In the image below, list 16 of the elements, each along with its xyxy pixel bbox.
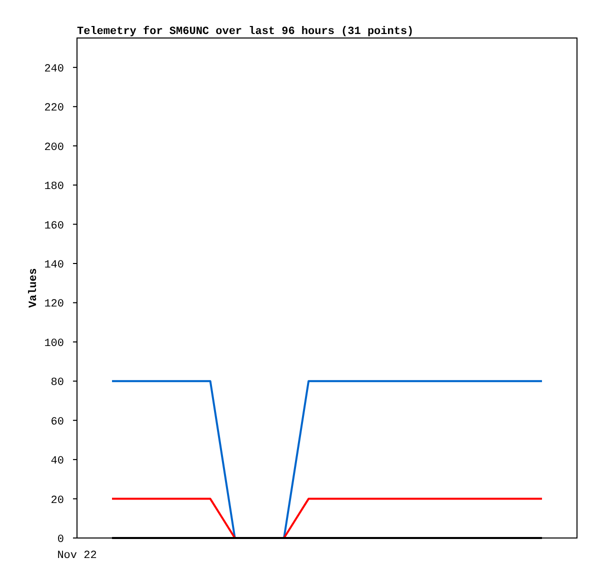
y-tick-label: 40 xyxy=(50,456,64,468)
y-tick-label: 60 xyxy=(50,416,64,428)
y-tick-label: 20 xyxy=(50,494,64,507)
y-tick-label: 0 xyxy=(57,534,64,546)
y-axis-title: Values xyxy=(28,268,40,308)
y-tick-label: 180 xyxy=(44,181,64,194)
chart-title: Telemetry for SM6UNC over last 96 hours (31 points) xyxy=(77,25,414,38)
y-tick-label: 240 xyxy=(44,63,64,76)
y-tick-label: 200 xyxy=(44,142,64,154)
y-tick-label: 160 xyxy=(44,220,64,232)
y-tick-label: 140 xyxy=(44,259,64,272)
y-tick-label: 220 xyxy=(44,102,64,115)
y-tick-label: 80 xyxy=(50,377,64,390)
y-tick-label: 120 xyxy=(44,298,64,311)
y-tick-label: 100 xyxy=(44,338,64,350)
text: Nov 22 xyxy=(57,550,97,562)
